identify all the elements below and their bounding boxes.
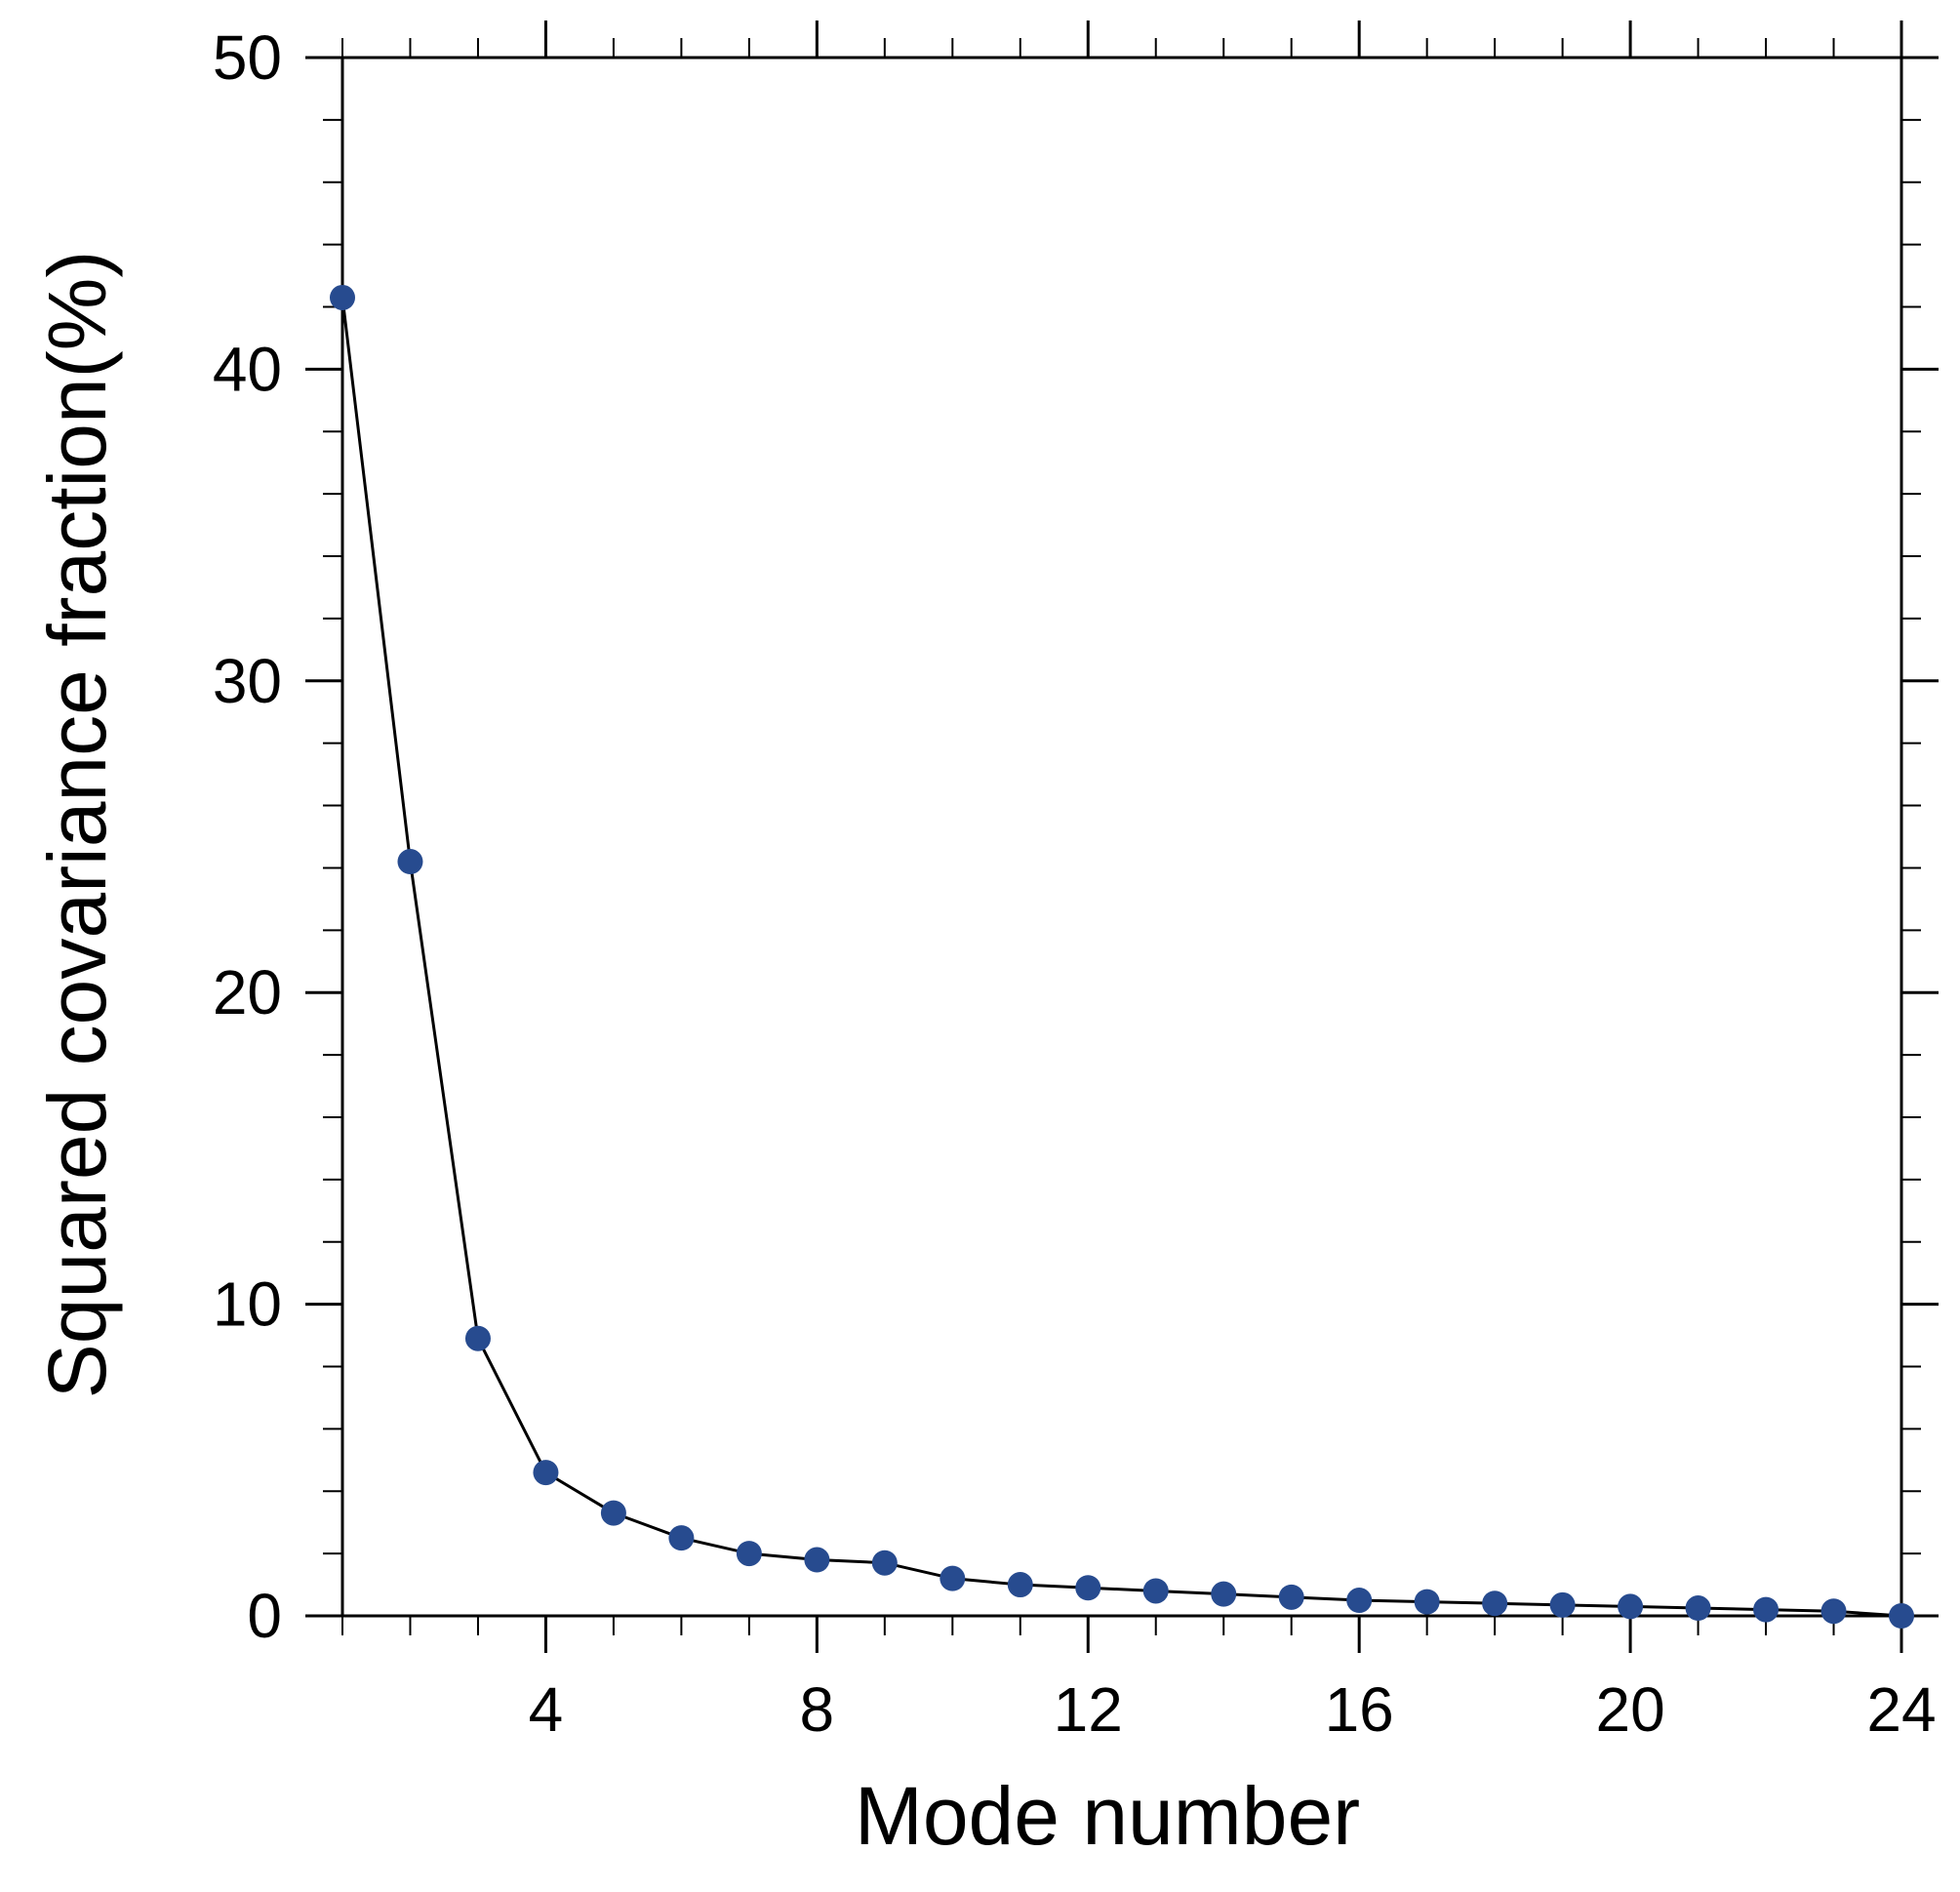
- data-point: [1346, 1588, 1373, 1614]
- data-point: [1142, 1578, 1169, 1604]
- data-point: [940, 1565, 966, 1591]
- data-point: [1618, 1593, 1644, 1620]
- data-point: [668, 1525, 695, 1551]
- data-point: [1211, 1581, 1237, 1607]
- series-line: [340, 297, 1902, 1618]
- y-tick-label: 40: [213, 334, 282, 404]
- data-point: [1820, 1598, 1847, 1625]
- y-tick-label: 20: [213, 957, 282, 1027]
- x-tick-label: 8: [800, 1674, 835, 1745]
- x-tick-label: 20: [1595, 1674, 1664, 1745]
- data-point: [1482, 1590, 1508, 1617]
- data-point: [1685, 1595, 1711, 1622]
- data-point: [1278, 1584, 1304, 1610]
- x-tick-label: 16: [1325, 1674, 1394, 1745]
- data-point: [1753, 1596, 1780, 1623]
- data-point: [1549, 1591, 1576, 1618]
- data-point: [1889, 1603, 1914, 1629]
- plot-frame: [340, 56, 1903, 1618]
- data-point: [330, 284, 355, 310]
- data-point: [1414, 1589, 1440, 1615]
- data-point: [533, 1460, 559, 1486]
- axis-ticks: [305, 20, 1939, 1653]
- y-axis-title: Squared covariance fraction(%): [31, 251, 123, 1399]
- x-tick-label: 12: [1054, 1674, 1123, 1745]
- data-point: [1007, 1572, 1033, 1598]
- data-point: [464, 1325, 491, 1351]
- y-tick-label: 10: [213, 1269, 282, 1340]
- data-point: [804, 1547, 830, 1573]
- data-point: [736, 1541, 762, 1567]
- data-points: [330, 284, 1914, 1629]
- y-tick-label: 50: [213, 22, 282, 93]
- y-tick-label: 0: [247, 1581, 282, 1651]
- data-point: [600, 1500, 626, 1526]
- x-tick-label: 4: [529, 1674, 564, 1745]
- tick-labels: 4 8 12 16 20 24 0 10 20 30 40 50: [213, 22, 1937, 1745]
- data-point: [397, 849, 423, 875]
- data-point: [871, 1550, 898, 1576]
- x-tick-label: 24: [1866, 1674, 1936, 1745]
- y-tick-label: 30: [213, 646, 282, 716]
- data-point: [1075, 1575, 1101, 1601]
- x-axis-title: Mode number: [855, 1770, 1360, 1862]
